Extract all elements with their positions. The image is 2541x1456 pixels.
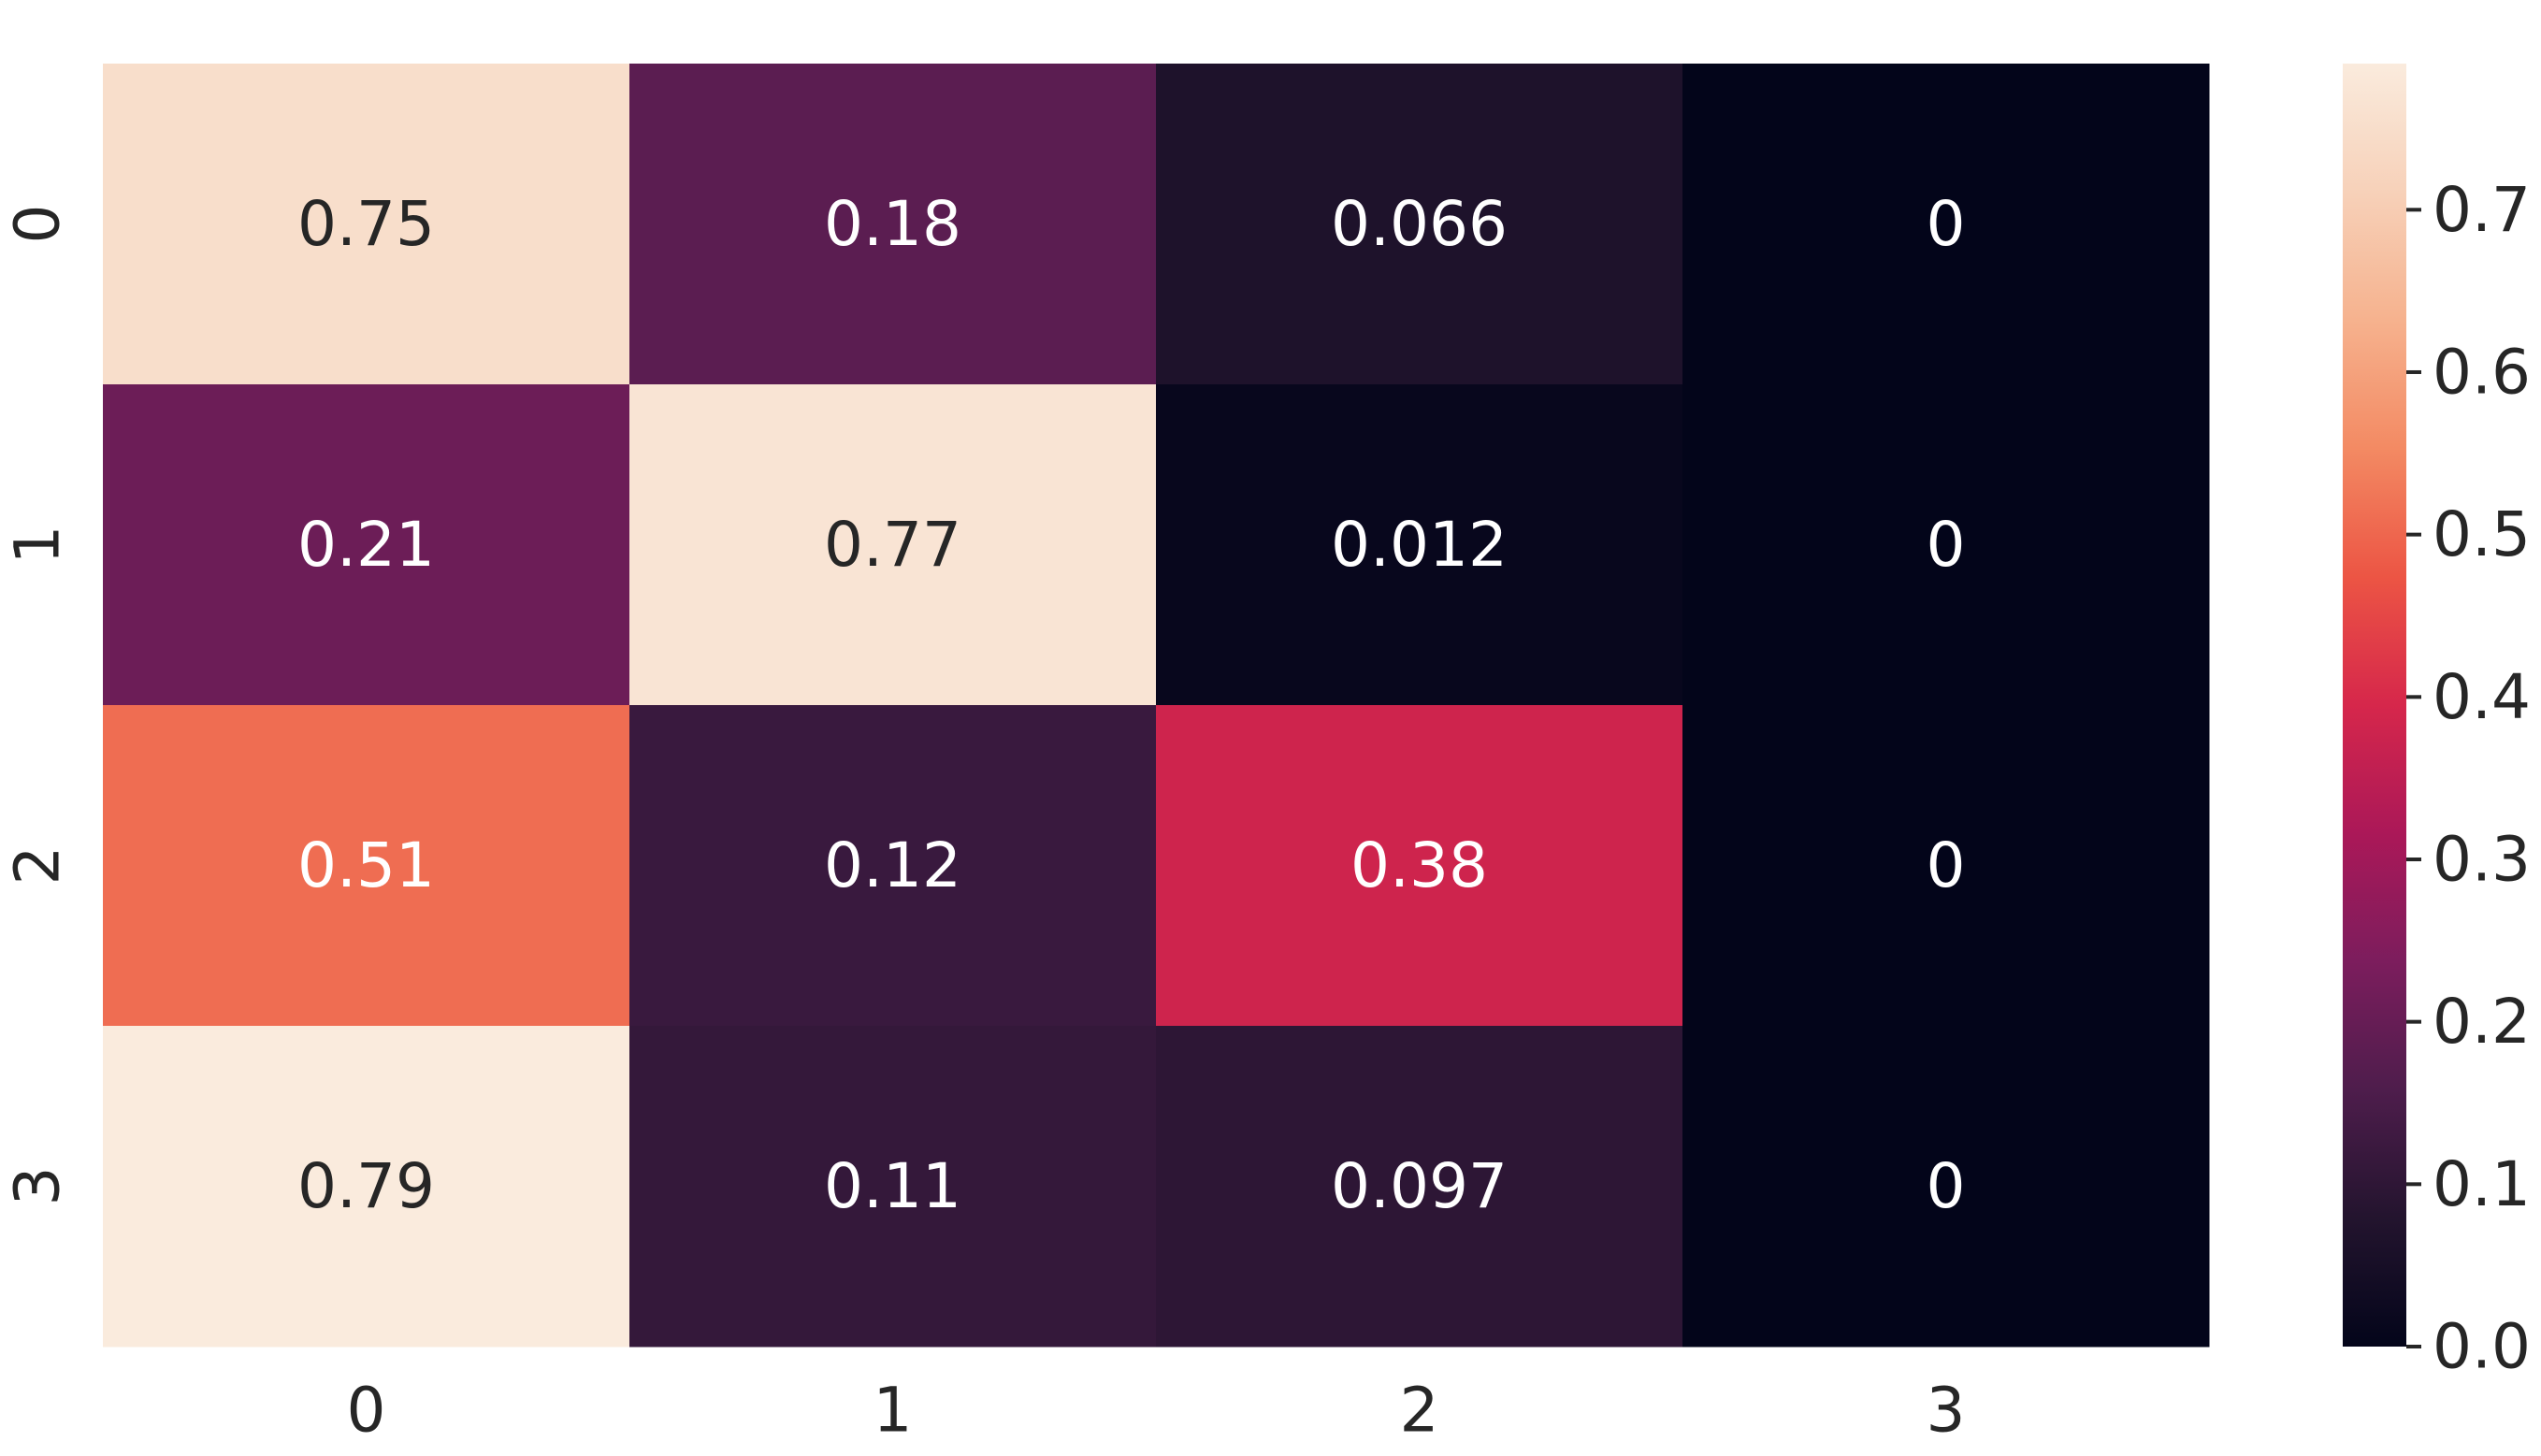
colorbar-tick-label-0: 0.0: [2433, 1311, 2531, 1383]
cell-label-2-0: 0.51: [297, 829, 435, 901]
heatmap-cells: 0.75 0.18 0.066 0 0.21 0.77 0.012 0 0.51 0.12 0.38…: [103, 64, 2210, 1348]
y-axis-ticks: 0 1 2 3: [2, 205, 74, 1206]
cell-label-1-0: 0.21: [297, 509, 435, 581]
cell-label-2-2: 0.38: [1350, 829, 1488, 901]
cell-label-0-1: 0.18: [824, 188, 961, 260]
heatmap-cell-2-3: [1682, 705, 2210, 1027]
x-tick-label-2: 2: [1400, 1375, 1439, 1447]
heatmap-cell-0-3: [1682, 64, 2210, 385]
cell-label-0-3: 0: [1927, 188, 1966, 260]
cell-label-3-3: 0: [1927, 1150, 1966, 1222]
colorbar: 0.0 0.1 0.2 0.3 0.4 0.5 0.6 0.7: [2343, 64, 2531, 1383]
y-tick-label-3: 3: [2, 1167, 74, 1206]
cell-label-2-3: 0: [1927, 829, 1966, 901]
cell-label-2-1: 0.12: [824, 829, 961, 901]
y-tick-label-0: 0: [2, 205, 74, 244]
heatmap-cell-0-2: [1156, 64, 1683, 385]
cell-label-0-2: 0.066: [1331, 188, 1508, 260]
cell-label-3-2: 0.097: [1331, 1150, 1508, 1222]
x-axis-ticks: 0 1 2 3: [347, 1375, 1966, 1447]
cell-label-0-0: 0.75: [297, 188, 435, 260]
cell-label-3-1: 0.11: [824, 1150, 961, 1222]
cell-label-1-2: 0.012: [1331, 509, 1508, 581]
colorbar-gradient: [2343, 64, 2406, 1347]
y-tick-label-2: 2: [2, 846, 74, 886]
heatmap-cell-1-1: [629, 384, 1157, 706]
colorbar-tick-label-6: 0.6: [2433, 336, 2531, 408]
cell-label-1-3: 0: [1927, 509, 1966, 581]
y-tick-label-1: 1: [2, 526, 74, 565]
heatmap-cell-3-1: [629, 1026, 1157, 1348]
heatmap-cell-2-1: [629, 705, 1157, 1027]
cell-label-1-1: 0.77: [824, 509, 961, 581]
x-tick-label-0: 0: [347, 1375, 386, 1447]
heatmap-cell-1-0: [103, 384, 630, 706]
heatmap-cell-3-2: [1156, 1026, 1683, 1348]
heatmap-cell-0-1: [629, 64, 1157, 385]
colorbar-tick-label-7: 0.7: [2433, 174, 2531, 246]
x-tick-label-1: 1: [873, 1375, 913, 1447]
heatmap-cell-1-3: [1682, 384, 2210, 706]
heatmap-cell-3-0: [103, 1026, 630, 1348]
colorbar-tick-label-1: 0.1: [2433, 1148, 2531, 1220]
heatmap-cell-3-3: [1682, 1026, 2210, 1348]
colorbar-tick-label-2: 0.2: [2433, 986, 2531, 1058]
cell-label-3-0: 0.79: [297, 1150, 435, 1222]
heatmap-cell-1-2: [1156, 384, 1683, 706]
heatmap-cell-2-0: [103, 705, 630, 1027]
x-tick-label-3: 3: [1927, 1375, 1966, 1447]
heatmap-cell-2-2: [1156, 705, 1683, 1027]
colorbar-tick-label-5: 0.5: [2433, 498, 2531, 570]
heatmap-cell-0-0: [103, 64, 630, 385]
colorbar-tick-label-3: 0.3: [2433, 823, 2531, 895]
colorbar-tick-label-4: 0.4: [2433, 661, 2531, 733]
